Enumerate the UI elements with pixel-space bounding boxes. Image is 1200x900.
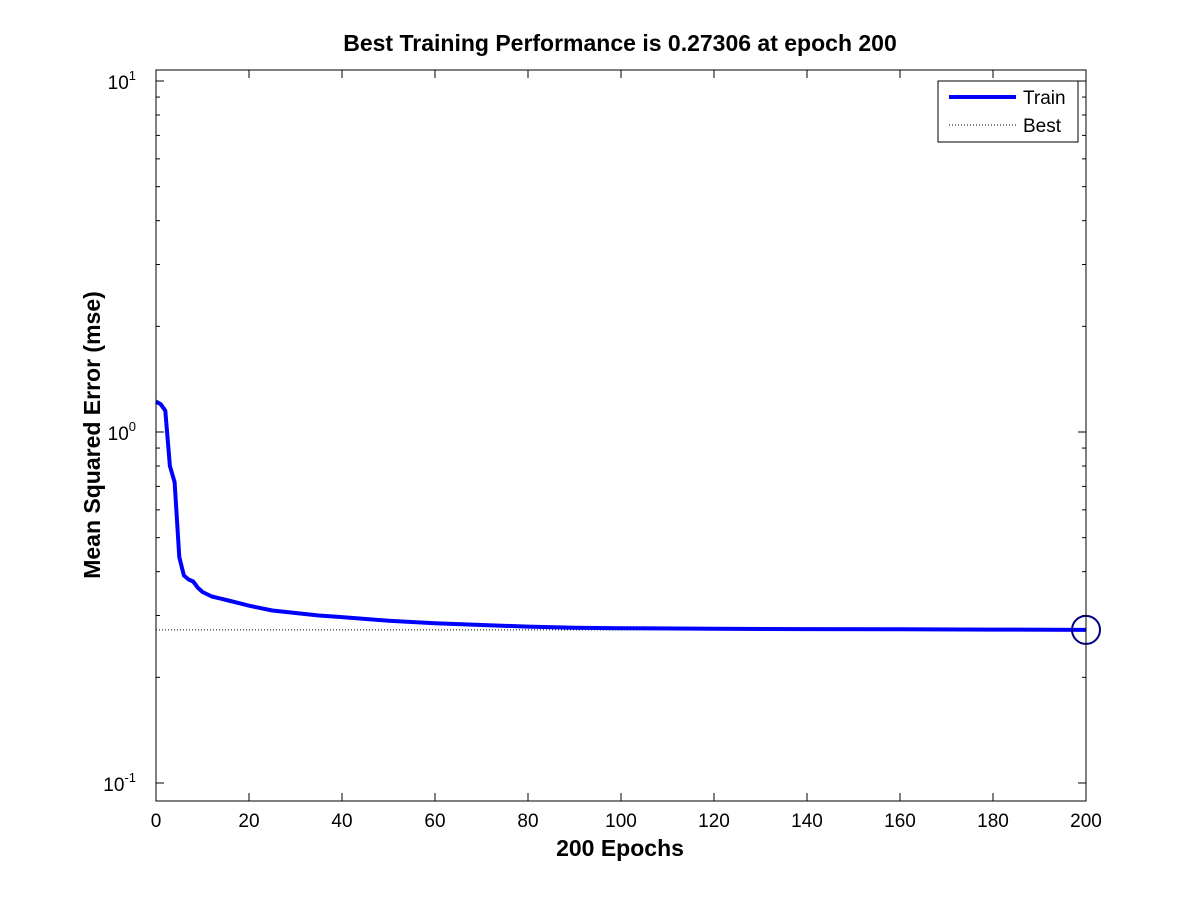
train-line [155, 399, 1087, 632]
x-tick-label: 100 [605, 811, 637, 832]
legend-best-label: Best [1023, 116, 1062, 137]
x-tick-label: 120 [698, 811, 730, 832]
x-axis-title: 200 Epochs [556, 835, 684, 861]
y-axis-ticks: 10-1 100 101 [103, 68, 1086, 796]
y-tick-label: 10-1 [103, 770, 136, 796]
y-axis-title: Mean Squared Error (mse) [79, 291, 105, 579]
y-tick-label: 100 [108, 419, 136, 445]
x-axis-ticks: 0 20 40 60 80 100 120 140 160 180 200 [151, 70, 1102, 832]
legend: Train Best [937, 80, 1079, 143]
x-tick-label: 0 [151, 811, 162, 832]
x-tick-label: 180 [977, 811, 1009, 832]
legend-box [937, 80, 1079, 143]
x-tick-label: 40 [331, 811, 352, 832]
x-tick-label: 20 [238, 811, 259, 832]
y-tick-label: 101 [108, 68, 136, 94]
legend-train-label: Train [1023, 88, 1066, 109]
x-tick-label: 200 [1070, 811, 1102, 832]
x-tick-label: 160 [884, 811, 916, 832]
chart-title: Best Training Performance is 0.27306 at … [343, 30, 897, 56]
x-tick-label: 140 [791, 811, 823, 832]
x-tick-label: 80 [517, 811, 538, 832]
x-tick-label: 60 [424, 811, 445, 832]
